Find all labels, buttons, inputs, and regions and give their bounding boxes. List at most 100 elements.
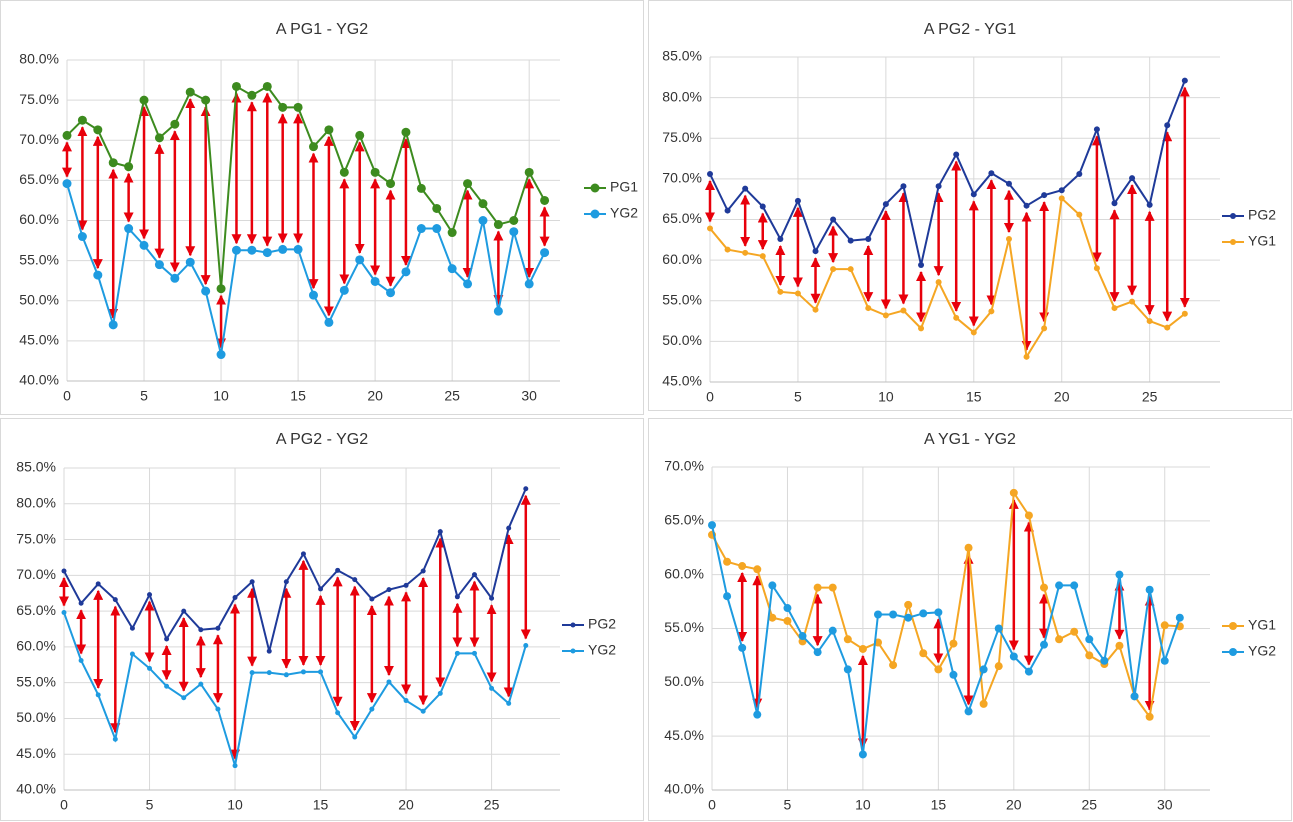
data-point: [738, 562, 747, 571]
data-point: [370, 276, 380, 286]
data-point: [454, 650, 460, 656]
data-point: [77, 115, 87, 125]
panel: [0, 0, 644, 415]
data-point: [139, 95, 149, 105]
data-point: [493, 220, 503, 230]
data-point: [324, 125, 334, 135]
y-tick-label: 65.0%: [662, 210, 702, 226]
x-tick-label: 5: [794, 389, 802, 405]
data-point: [471, 572, 477, 578]
data-point: [108, 320, 118, 330]
data-point: [1145, 585, 1154, 594]
legend-marker: [1230, 239, 1236, 245]
data-point: [919, 649, 928, 658]
data-point: [828, 626, 837, 635]
data-point: [283, 579, 289, 585]
data-point: [61, 568, 67, 574]
data-point: [447, 264, 457, 274]
x-tick-label: 10: [878, 389, 894, 405]
data-point: [524, 279, 534, 289]
legend-label: PG2: [1248, 207, 1276, 223]
y-tick-label: 65.0%: [19, 171, 59, 187]
data-point: [1085, 651, 1094, 660]
data-point: [437, 690, 443, 696]
data-point: [420, 568, 426, 574]
data-point: [858, 750, 867, 759]
data-point: [339, 285, 349, 295]
data-point: [447, 228, 457, 238]
data-point: [1181, 310, 1188, 317]
data-point: [339, 167, 349, 177]
data-point: [724, 246, 731, 253]
data-point: [847, 237, 854, 244]
data-point: [988, 308, 995, 315]
data-point: [401, 127, 411, 137]
data-point: [1175, 613, 1184, 622]
data-point: [742, 185, 749, 192]
data-point: [369, 596, 375, 602]
data-point: [964, 707, 973, 716]
data-point: [416, 224, 426, 234]
data-point: [882, 312, 889, 319]
data-point: [523, 642, 529, 648]
data-point: [1023, 202, 1030, 209]
data-point: [318, 586, 324, 592]
data-point: [724, 207, 731, 214]
data-point: [919, 609, 928, 618]
data-point: [231, 245, 241, 255]
data-point: [300, 669, 306, 675]
data-point: [215, 625, 221, 631]
data-point: [185, 87, 195, 97]
data-point: [386, 288, 396, 298]
y-tick-label: 55.0%: [16, 673, 56, 689]
data-point: [904, 613, 913, 622]
x-tick-label: 30: [1157, 797, 1173, 813]
data-point: [1093, 265, 1100, 272]
legend-marker: [570, 648, 576, 654]
y-tick-label: 70.0%: [662, 170, 702, 186]
data-point: [1160, 621, 1169, 630]
data-point: [471, 650, 477, 656]
data-point: [723, 592, 732, 601]
y-tick-label: 85.0%: [16, 459, 56, 475]
y-tick-label: 45.0%: [662, 373, 702, 389]
data-point: [262, 248, 272, 258]
data-point: [1115, 641, 1124, 650]
chart-title: A YG1 - YG2: [924, 431, 1016, 448]
data-point: [1070, 627, 1079, 636]
series-line: [709, 196, 1186, 360]
data-point: [858, 644, 867, 653]
y-tick-label: 65.0%: [664, 512, 704, 528]
data-point: [1129, 298, 1136, 305]
data-point: [918, 262, 925, 268]
data-point: [129, 625, 135, 631]
data-point: [95, 581, 101, 587]
data-point: [1145, 712, 1154, 721]
y-tick-label: 70.0%: [664, 458, 704, 474]
data-point: [900, 183, 907, 190]
data-point: [61, 610, 67, 616]
data-point: [865, 305, 872, 312]
x-tick-label: 30: [521, 388, 537, 404]
data-point: [215, 706, 221, 712]
data-point: [953, 151, 960, 158]
data-point: [416, 183, 426, 193]
series-line: [709, 80, 1186, 266]
data-point: [865, 236, 872, 242]
data-point: [454, 594, 460, 600]
data-point: [478, 199, 488, 209]
data-point: [164, 636, 170, 642]
data-point: [62, 179, 72, 189]
data-point: [489, 685, 495, 691]
y-tick-label: 80.0%: [16, 494, 56, 510]
data-point: [759, 253, 766, 260]
data-point: [813, 648, 822, 657]
x-tick-label: 25: [444, 388, 460, 404]
data-point: [77, 232, 87, 242]
x-tick-label: 15: [313, 797, 329, 813]
y-tick-label: 50.0%: [16, 709, 56, 725]
data-point: [1164, 324, 1171, 331]
data-point: [352, 734, 358, 740]
